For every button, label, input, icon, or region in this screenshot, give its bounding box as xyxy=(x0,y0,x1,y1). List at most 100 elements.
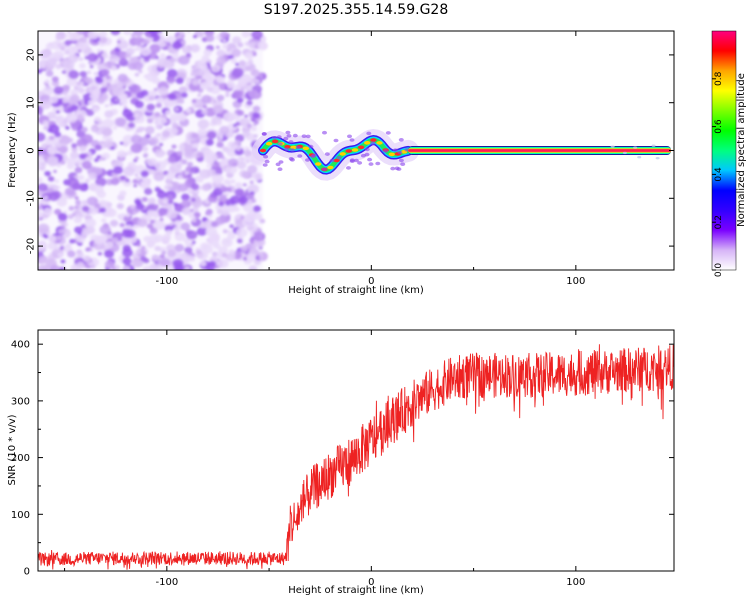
signal-peak xyxy=(272,139,279,144)
y-tick-label: -10 xyxy=(26,190,37,206)
signal-speckle xyxy=(390,166,396,171)
signal-speckle xyxy=(398,158,404,163)
signal-speckle xyxy=(261,132,267,136)
signal-peak xyxy=(333,158,340,163)
signal-speckle xyxy=(357,161,363,165)
signal-speckle xyxy=(308,144,314,149)
x-tick-label: 0 xyxy=(368,276,374,287)
signal-peak xyxy=(388,152,395,157)
y-tick-label: 0 xyxy=(24,567,30,578)
signal-speckle xyxy=(263,154,269,159)
x-tick-label: 100 xyxy=(566,276,585,287)
signal-speckle xyxy=(284,147,290,151)
spectrogram-noise-layer xyxy=(38,31,268,270)
signal-speckle xyxy=(277,167,283,171)
snr-frame xyxy=(37,329,675,572)
signal-speckle xyxy=(349,138,355,142)
signal-speckle xyxy=(329,158,335,163)
signal-speckle xyxy=(375,161,381,166)
colorbar-frame xyxy=(711,30,737,271)
signal-speckle xyxy=(367,157,373,162)
snr-y-axis-label: SNR (10 * v/v) xyxy=(7,414,18,485)
snr-panel: -100 0 100 0 100 200 300 400 Height of straigh… xyxy=(7,329,675,596)
signal-speckle xyxy=(353,158,359,163)
signal-speckle xyxy=(370,141,376,145)
steady-line-core xyxy=(408,149,671,152)
x-tick-label: -100 xyxy=(155,276,178,287)
noise-wash xyxy=(38,31,263,270)
signal-peak xyxy=(265,141,273,146)
signal-speckle xyxy=(301,134,307,138)
snr-series-line xyxy=(38,344,674,570)
signal-peak xyxy=(259,148,267,153)
signal-speckle xyxy=(271,136,277,140)
line-speckle xyxy=(651,144,656,147)
signal-speckle xyxy=(289,158,295,162)
signal-speckle xyxy=(324,152,330,156)
colorbar-tick-label: 0.2 xyxy=(714,215,724,229)
colorbar: 0.00.20.40.60.8 Normalized spectral ampl… xyxy=(711,30,747,277)
signal-peak xyxy=(315,162,322,166)
signal-peak xyxy=(351,148,359,152)
y-tick-label: -20 xyxy=(26,238,37,254)
signal-speckle xyxy=(297,154,303,158)
signal-speckle xyxy=(400,162,406,166)
signal-speckle xyxy=(288,140,294,144)
signal-speckle xyxy=(397,150,403,155)
x-tick-label: -100 xyxy=(155,577,178,588)
y-tick-label: 300 xyxy=(11,396,30,407)
signal-speckle xyxy=(396,167,402,171)
y-tick-label: 100 xyxy=(11,510,30,521)
spectrogram-y-axis-label: Frequency (Hz) xyxy=(7,112,18,188)
signal-speckle xyxy=(295,145,301,150)
line-speckle xyxy=(637,155,642,159)
signal-speckle xyxy=(278,160,284,164)
signal-speckle xyxy=(336,155,342,160)
signal-speckle xyxy=(349,159,355,163)
snr-y-ticks: 0 100 200 300 400 xyxy=(11,340,674,578)
colorbar-tick-label: 0.6 xyxy=(714,119,724,134)
signal-peak xyxy=(364,141,371,145)
snr-x-ticks: -100 0 100 xyxy=(64,330,585,588)
spectrogram-x-axis-label: Height of straight line (km) xyxy=(288,285,424,296)
spectrogram-x-ticks: -100 0 100 xyxy=(64,31,585,287)
signal-peak xyxy=(302,146,310,151)
signal-speckle xyxy=(305,158,310,162)
signal-speckle xyxy=(398,138,404,142)
signal-speckle xyxy=(289,148,295,152)
signal-speckle xyxy=(277,142,283,146)
signal-speckle xyxy=(383,149,389,153)
signal-speckle xyxy=(333,138,339,143)
x-tick-label: 100 xyxy=(566,577,585,588)
signal-peak xyxy=(345,149,352,153)
colorbar-gradient xyxy=(712,31,736,270)
signal-speckle xyxy=(275,162,281,167)
signal-speckle xyxy=(262,163,268,167)
x-tick-label: 0 xyxy=(368,577,374,588)
signal-speckle xyxy=(286,134,292,138)
line-speckle xyxy=(633,146,638,149)
signal-speckle xyxy=(292,133,298,138)
spectrogram-y-ticks: 20 10 0 -10 -20 xyxy=(26,49,674,254)
y-tick-label: 400 xyxy=(11,340,30,351)
signal-peak xyxy=(370,138,377,142)
y-tick-label: 20 xyxy=(26,49,37,62)
signal-speckle xyxy=(366,131,372,136)
signal-speckle xyxy=(283,136,289,141)
signal-speckle xyxy=(321,167,327,171)
signal-peak xyxy=(327,165,334,170)
y-tick-label: 10 xyxy=(26,96,37,109)
signal-peak xyxy=(339,152,346,156)
signal-speckle xyxy=(364,147,370,152)
signal-speckle xyxy=(310,154,316,159)
colorbar-tick-label: 0.8 xyxy=(714,71,724,86)
signal-speckle xyxy=(364,152,370,157)
signal-speckle xyxy=(322,130,327,135)
signal-speckle xyxy=(346,166,351,170)
y-tick-label: 200 xyxy=(11,453,30,464)
signal-peak xyxy=(376,141,383,145)
line-speckle xyxy=(655,156,660,160)
signal-speckle xyxy=(264,159,270,164)
